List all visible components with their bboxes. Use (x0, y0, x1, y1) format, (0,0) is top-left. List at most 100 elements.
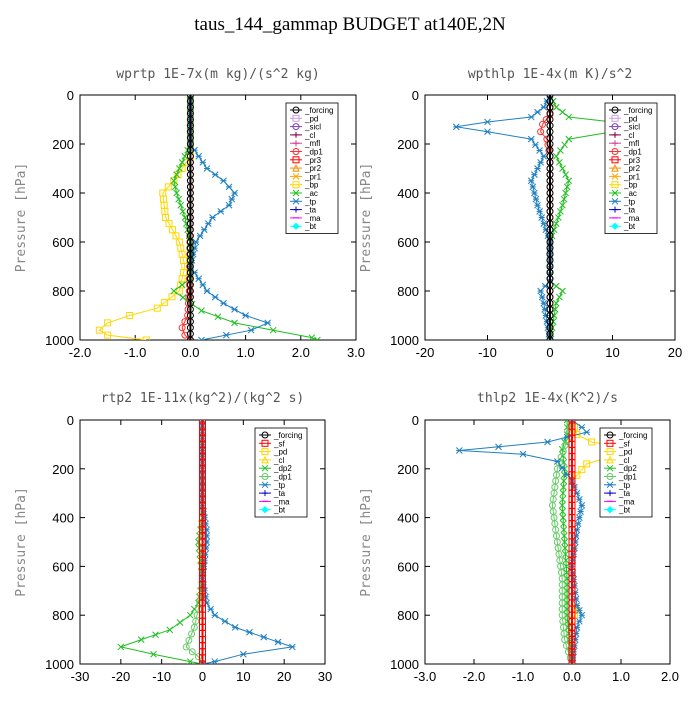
x-tick-label: -30 (71, 669, 90, 684)
data-point (572, 595, 580, 603)
y-tick-label: 0 (412, 88, 419, 103)
legend-label: _mfl (623, 139, 639, 148)
legend-label: _tp (273, 481, 286, 490)
data-point (531, 171, 538, 178)
legend-label: _bp (623, 181, 638, 190)
legend-marker (293, 140, 299, 147)
data-point (583, 428, 591, 436)
data-point (575, 514, 583, 521)
legend-label: _ma (304, 214, 321, 223)
series-group (95, 95, 321, 340)
data-point (242, 312, 249, 319)
data-point (557, 147, 564, 154)
legend-label: _bt (618, 506, 631, 515)
legend-label: _pd (304, 114, 318, 123)
data-point (558, 464, 566, 472)
data-point (556, 293, 563, 301)
data-point (568, 660, 576, 664)
data-point (534, 108, 541, 116)
data-point (182, 158, 190, 166)
legend-label: _ma (618, 497, 635, 506)
chart-title: thlp2 1E-4x(K^2)/s (477, 391, 618, 406)
data-point (153, 304, 161, 312)
data-point (179, 208, 187, 215)
data-point (562, 171, 569, 178)
legend-marker (292, 163, 300, 172)
data-point (583, 460, 591, 468)
legend-marker (293, 206, 299, 213)
data-point (537, 159, 544, 166)
legend-marker (262, 490, 268, 497)
legend-label: _pr2 (304, 164, 322, 173)
data-point (531, 189, 538, 197)
data-point (578, 502, 586, 509)
data-point (559, 495, 566, 503)
legend-label: _sf (618, 439, 630, 448)
legend-label: _dp1 (618, 473, 637, 482)
data-point (186, 336, 194, 340)
x-tick-label: -2.0 (69, 345, 91, 360)
y-tick-label: 400 (52, 186, 74, 201)
data-point (536, 208, 543, 215)
data-point (484, 128, 491, 136)
data-point (562, 550, 569, 558)
y-tick-label: 800 (52, 608, 74, 623)
series-group (117, 420, 296, 664)
legend-marker (261, 448, 269, 456)
data-point (578, 611, 586, 619)
data-point (572, 532, 580, 540)
data-point (211, 611, 219, 619)
plot-frame (424, 419, 671, 665)
y-tick-label: 800 (397, 284, 419, 299)
legend-marker (261, 464, 269, 472)
data-point (199, 660, 206, 664)
legend-marker (611, 181, 619, 189)
data-point (188, 630, 196, 638)
y-tick-label: 600 (52, 235, 74, 250)
data-point (260, 633, 268, 641)
data-point (562, 189, 569, 197)
data-point (452, 123, 460, 131)
x-tick-label: 1.0 (237, 345, 255, 360)
x-tick-label: 0 (546, 345, 553, 360)
legend-marker (607, 490, 613, 497)
data-point (557, 208, 564, 215)
legend-marker (606, 448, 614, 456)
legend-label: _ac (623, 189, 637, 198)
data-point (221, 617, 229, 625)
legend-marker (606, 455, 614, 464)
data-point (574, 520, 582, 528)
data-point (552, 152, 560, 160)
legend-marker (261, 481, 269, 489)
legend-label: _bt (304, 222, 317, 231)
legend-label: _sf (273, 439, 285, 448)
y-tick-label: 600 (397, 559, 419, 574)
legend-marker (611, 156, 619, 164)
legend-label: _ta (273, 489, 286, 498)
data-point (185, 636, 193, 644)
data-point (588, 438, 596, 446)
data-point (536, 147, 543, 154)
legend-marker (606, 473, 614, 480)
data-point (178, 281, 186, 289)
x-tick-label: 2.0 (661, 669, 679, 684)
legend-label: _pr1 (623, 172, 641, 181)
legend-marker (292, 189, 300, 197)
data-point (565, 135, 573, 143)
legend-label: _mfl (304, 139, 320, 148)
data-point (150, 650, 157, 658)
legend-marker (606, 439, 614, 447)
data-point (95, 326, 103, 334)
legend-marker (606, 505, 614, 514)
legend-marker (612, 140, 618, 147)
data-point (527, 135, 535, 143)
data-point (200, 226, 208, 234)
data-point (170, 177, 178, 185)
data-point (211, 171, 219, 178)
data-point (565, 113, 573, 121)
data-point (166, 626, 174, 634)
legend-marker (612, 206, 618, 213)
data-point (560, 520, 567, 528)
data-point (578, 466, 586, 474)
data-point (274, 638, 282, 646)
